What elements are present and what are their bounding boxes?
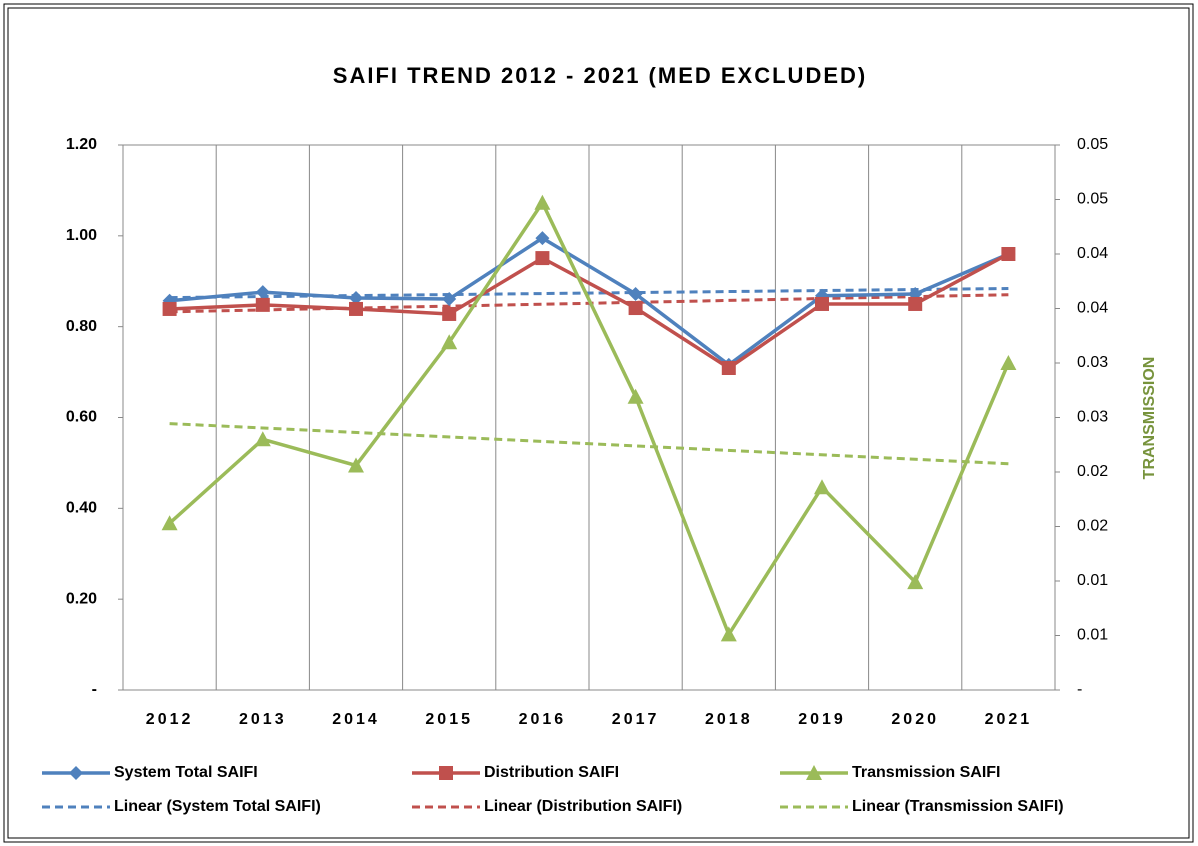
marker [814, 479, 830, 495]
y-tick-label: 0.40 [66, 500, 97, 517]
marker [69, 766, 83, 780]
marker [908, 296, 923, 311]
x-tick-label: 2020 [891, 711, 939, 728]
y2-tick-label: 0.02 [1077, 518, 1108, 535]
marker [349, 301, 363, 316]
x-tick-label: 2013 [239, 711, 287, 728]
frame-outer [3, 3, 1194, 843]
marker [1000, 355, 1017, 370]
marker [254, 431, 271, 447]
y-tick-label: 0.60 [66, 409, 97, 426]
marker [627, 388, 644, 404]
x-tick-label: 2018 [705, 711, 753, 728]
y2-tick-label: 0.03 [1077, 354, 1108, 371]
legend-label: Linear (Transmission SAIFI) [852, 798, 1064, 815]
y2-tick-label: - [1077, 681, 1082, 698]
marker [721, 360, 736, 375]
legend-label: Distribution SAIFI [484, 764, 619, 781]
chart-title: SAIFI TREND 2012 - 2021 (MED EXCLUDED) [333, 63, 867, 88]
marker [349, 291, 363, 306]
y2-tick-label: 0.05 [1077, 136, 1108, 153]
y2-tick-label: 0.01 [1077, 627, 1108, 644]
x-tick-label: 2014 [332, 711, 380, 728]
marker [161, 515, 178, 531]
y2-tick-label: 0.02 [1077, 463, 1108, 480]
series-line [168, 199, 1011, 639]
x-tick-label: 2021 [985, 711, 1033, 728]
trendline [169, 287, 1009, 300]
x-tick-label: 2012 [146, 711, 194, 728]
y2-tick-label: 0.05 [1077, 191, 1108, 208]
marker [534, 194, 551, 210]
legend-label: Linear (Distribution SAIFI) [484, 798, 682, 815]
legend-label: Transmission SAIFI [852, 764, 1000, 781]
legend-label: Linear (System Total SAIFI) [114, 798, 321, 815]
marker [535, 231, 550, 246]
marker [442, 291, 457, 306]
marker [628, 301, 643, 316]
marker [439, 766, 453, 780]
x-tick-label: 2015 [425, 711, 473, 728]
trendline [169, 422, 1009, 466]
marker [348, 457, 364, 473]
x-tick-label: 2017 [612, 711, 660, 728]
marker [720, 626, 737, 642]
y2-tick-label: 0.04 [1077, 245, 1108, 262]
y-tick-label: - [92, 681, 97, 698]
series-line [169, 236, 1010, 368]
marker [255, 285, 270, 300]
marker [441, 334, 458, 350]
marker [535, 251, 550, 266]
y2-tick-label: 0.04 [1077, 300, 1108, 317]
marker [162, 301, 177, 316]
y2-tick-label: 0.01 [1077, 572, 1108, 589]
marker [442, 306, 457, 321]
y2-axis-label: TRANSMISSION [1141, 357, 1158, 480]
marker [255, 297, 270, 312]
y-tick-label: 1.00 [66, 227, 97, 244]
y-tick-label: 0.80 [66, 318, 97, 335]
y-tick-label: 0.20 [66, 590, 97, 607]
marker [907, 574, 924, 590]
marker [1001, 247, 1016, 261]
marker [628, 286, 643, 301]
frame-inner [7, 7, 1190, 839]
x-tick-label: 2016 [519, 711, 567, 728]
series-line [169, 252, 1010, 371]
legend-label: System Total SAIFI [114, 764, 258, 781]
marker [806, 765, 822, 780]
marker [815, 296, 829, 311]
y-tick-label: 1.20 [66, 136, 97, 153]
x-tick-label: 2019 [798, 711, 846, 728]
y2-tick-label: 0.03 [1077, 409, 1108, 426]
